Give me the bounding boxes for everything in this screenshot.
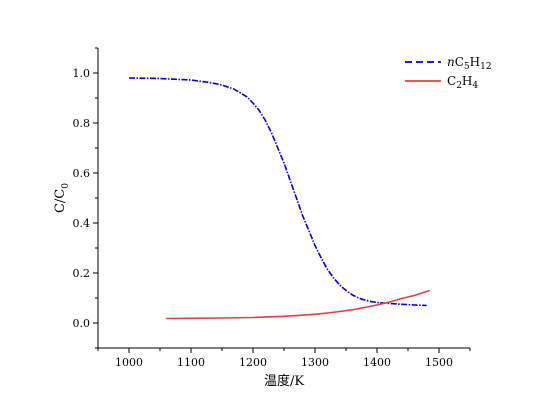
y-tick-label: 0.4 (73, 217, 91, 230)
y-tick-label: 1.0 (73, 67, 91, 80)
legend-label: C2H4 (447, 74, 478, 91)
x-tick-label: 1400 (363, 356, 391, 369)
legend-label-subscript: 12 (480, 62, 491, 72)
y-tick-label: 0.2 (73, 267, 91, 280)
legend-label-element: C (447, 74, 456, 88)
legend-label-prefix: n (447, 55, 455, 69)
legend-label-element: H (470, 55, 480, 69)
legend-label-subscript: 5 (464, 62, 470, 72)
legend-label-subscript: 4 (472, 81, 478, 91)
y-tick-label: 0.6 (73, 167, 91, 180)
x-tick-label: 1200 (239, 356, 267, 369)
y-axis-title-main: C/C (53, 189, 68, 213)
legend-label-element: H (462, 74, 472, 88)
y-tick-label: 0.8 (73, 117, 91, 130)
x-tick-label: 1000 (115, 356, 143, 369)
series-layer (128, 77, 430, 320)
x-tick-label: 1500 (425, 356, 453, 369)
series-line-n-c5h12 (128, 77, 427, 307)
legend-label-element: C (455, 55, 464, 69)
x-tick-label: 1300 (301, 356, 329, 369)
y-axis-title-sub: 0 (61, 183, 71, 189)
legend-label-subscript: 2 (456, 81, 462, 91)
legend-label: nC5H12 (447, 55, 492, 72)
x-tick-label: 1100 (177, 356, 205, 369)
series-line-c2h4 (166, 289, 430, 320)
axes: 1000 1100 1200 1300 1400 1500 0.0 0.2 0.4 0.6 0.8 1… (53, 47, 471, 389)
x-axis-title: 温度/K (264, 373, 304, 389)
y-tick-label: 0.0 (73, 317, 91, 330)
y-axis-title: C/C0 (53, 183, 71, 213)
